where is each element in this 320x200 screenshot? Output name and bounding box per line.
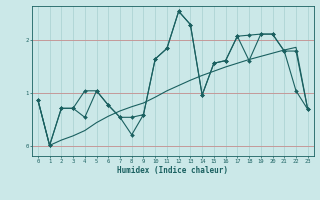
X-axis label: Humidex (Indice chaleur): Humidex (Indice chaleur) <box>117 166 228 175</box>
